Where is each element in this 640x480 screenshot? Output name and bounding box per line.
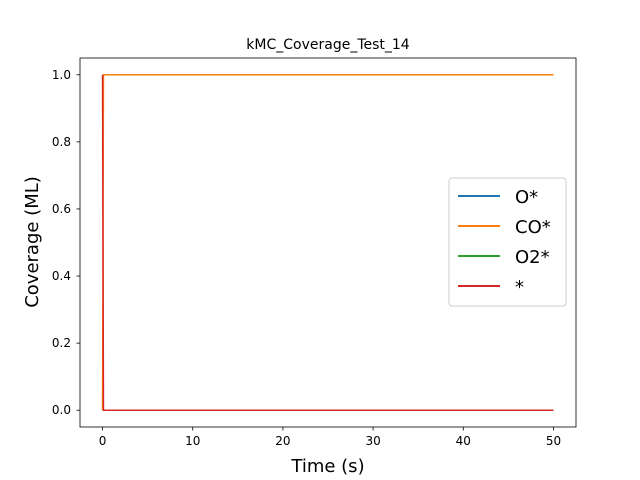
x-tick-label: 50 [546,434,561,448]
axes-frame [79,57,577,428]
x-tick-label: 0 [99,434,107,448]
y-tick-label: 0.6 [52,202,71,216]
x-tick-label: 10 [185,434,200,448]
legend-label: CO* [515,217,551,238]
y-tick-label: 0.0 [52,403,71,417]
x-axis-label: Time (s) [290,456,364,477]
legend-label: * [515,277,524,298]
legend: O* CO* O2* * [448,177,567,307]
series-line-4 [101,74,554,411]
y-tick-label: 0.4 [52,269,71,283]
y-tick-label: 0.2 [52,336,71,350]
legend-label: O2* [515,247,550,268]
x-tick-label: 40 [456,434,471,448]
y-tick-label: 0.8 [52,135,71,149]
chart-title: kMC_Coverage_Test_14 [246,37,410,53]
x-tick-label: 20 [275,434,290,448]
y-axis-ticks: 0.0 0.2 0.4 0.6 0.8 1.0 [52,68,80,417]
legend-label: O* [515,187,538,208]
x-tick-label: 30 [365,434,380,448]
y-axis-label: Coverage (ML) [22,176,43,308]
x-axis-ticks: 0 10 20 30 40 50 [99,427,561,448]
plot-area [79,57,577,428]
y-tick-label: 1.0 [52,68,71,82]
legend-box [448,177,567,307]
